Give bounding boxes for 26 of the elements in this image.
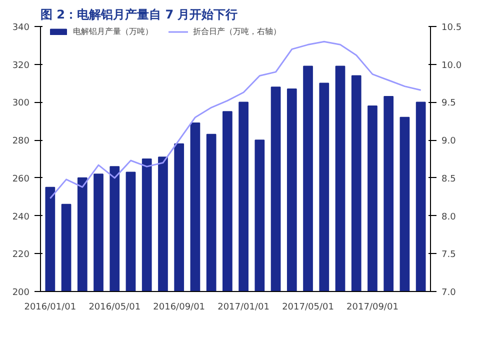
y-tick-label: 280 bbox=[12, 136, 30, 147]
y-tick-label: 300 bbox=[12, 98, 30, 109]
y-tick-label: 220 bbox=[12, 250, 30, 260]
y-tick-label: 340 bbox=[12, 23, 30, 33]
legend-label: 折合日产（万吨，右轴） bbox=[193, 26, 281, 37]
x-tick-label: 2016/05/01 bbox=[88, 302, 141, 312]
x-tick-label: 2017/01/01 bbox=[218, 302, 270, 312]
y-tick-label: 240 bbox=[12, 212, 30, 222]
y2-tick-label: 7.0 bbox=[442, 288, 456, 298]
y2-tick-label: 9.0 bbox=[442, 136, 456, 147]
x-tick-label: 2016/09/01 bbox=[153, 302, 206, 312]
y2-tick-label: 9.5 bbox=[442, 98, 456, 109]
x-tick-label: 2016/01/01 bbox=[24, 302, 76, 312]
x-tick-label: 2017/09/01 bbox=[346, 302, 398, 312]
x-tick-label: 2017/05/01 bbox=[282, 302, 334, 312]
y-tick-label: 200 bbox=[12, 288, 30, 298]
y2-tick-label: 8.5 bbox=[442, 174, 456, 184]
y2-tick-label: 10.5 bbox=[442, 23, 462, 33]
chart-title: 图 2：电解铝月产量自 7 月开始下行 bbox=[40, 8, 238, 22]
y-tick-label: 260 bbox=[12, 174, 30, 184]
legend-label: 电解铝月产量（万吨） bbox=[73, 26, 153, 37]
line-series bbox=[49, 40, 422, 200]
y2-tick-label: 10.0 bbox=[442, 60, 462, 71]
y2-tick-label: 8.0 bbox=[442, 212, 456, 222]
y2-tick-label: 7.5 bbox=[442, 250, 456, 260]
y-tick-label: 320 bbox=[12, 60, 30, 71]
